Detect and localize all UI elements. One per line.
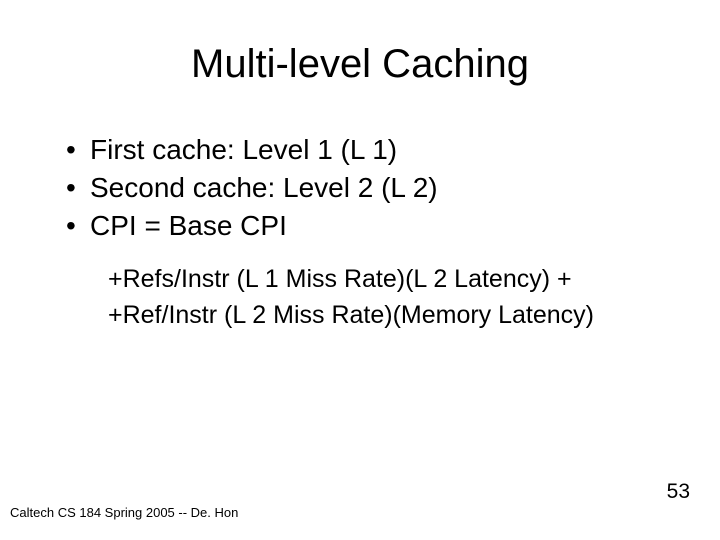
- bullet-item: • First cache: Level 1 (L 1): [66, 131, 720, 169]
- bullet-text: CPI = Base CPI: [90, 207, 287, 245]
- slide-title: Multi-level Caching: [0, 0, 720, 87]
- sub-lines: +Refs/Instr (L 1 Miss Rate)(L 2 Latency)…: [0, 244, 720, 333]
- bullet-dot-icon: •: [66, 207, 90, 245]
- page-number: 53: [667, 480, 690, 504]
- bullet-dot-icon: •: [66, 169, 90, 207]
- bullet-text: First cache: Level 1 (L 1): [90, 131, 397, 169]
- sub-line: +Refs/Instr (L 1 Miss Rate)(L 2 Latency)…: [108, 262, 720, 298]
- sub-line: +Ref/Instr (L 2 Miss Rate)(Memory Latenc…: [108, 298, 720, 334]
- bullet-item: • CPI = Base CPI: [66, 207, 720, 245]
- bullet-item: • Second cache: Level 2 (L 2): [66, 169, 720, 207]
- bullet-dot-icon: •: [66, 131, 90, 169]
- slide: Multi-level Caching • First cache: Level…: [0, 0, 720, 540]
- bullet-text: Second cache: Level 2 (L 2): [90, 169, 438, 207]
- footer-text: Caltech CS 184 Spring 2005 -- De. Hon: [10, 505, 238, 520]
- bullet-list: • First cache: Level 1 (L 1) • Second ca…: [0, 87, 720, 244]
